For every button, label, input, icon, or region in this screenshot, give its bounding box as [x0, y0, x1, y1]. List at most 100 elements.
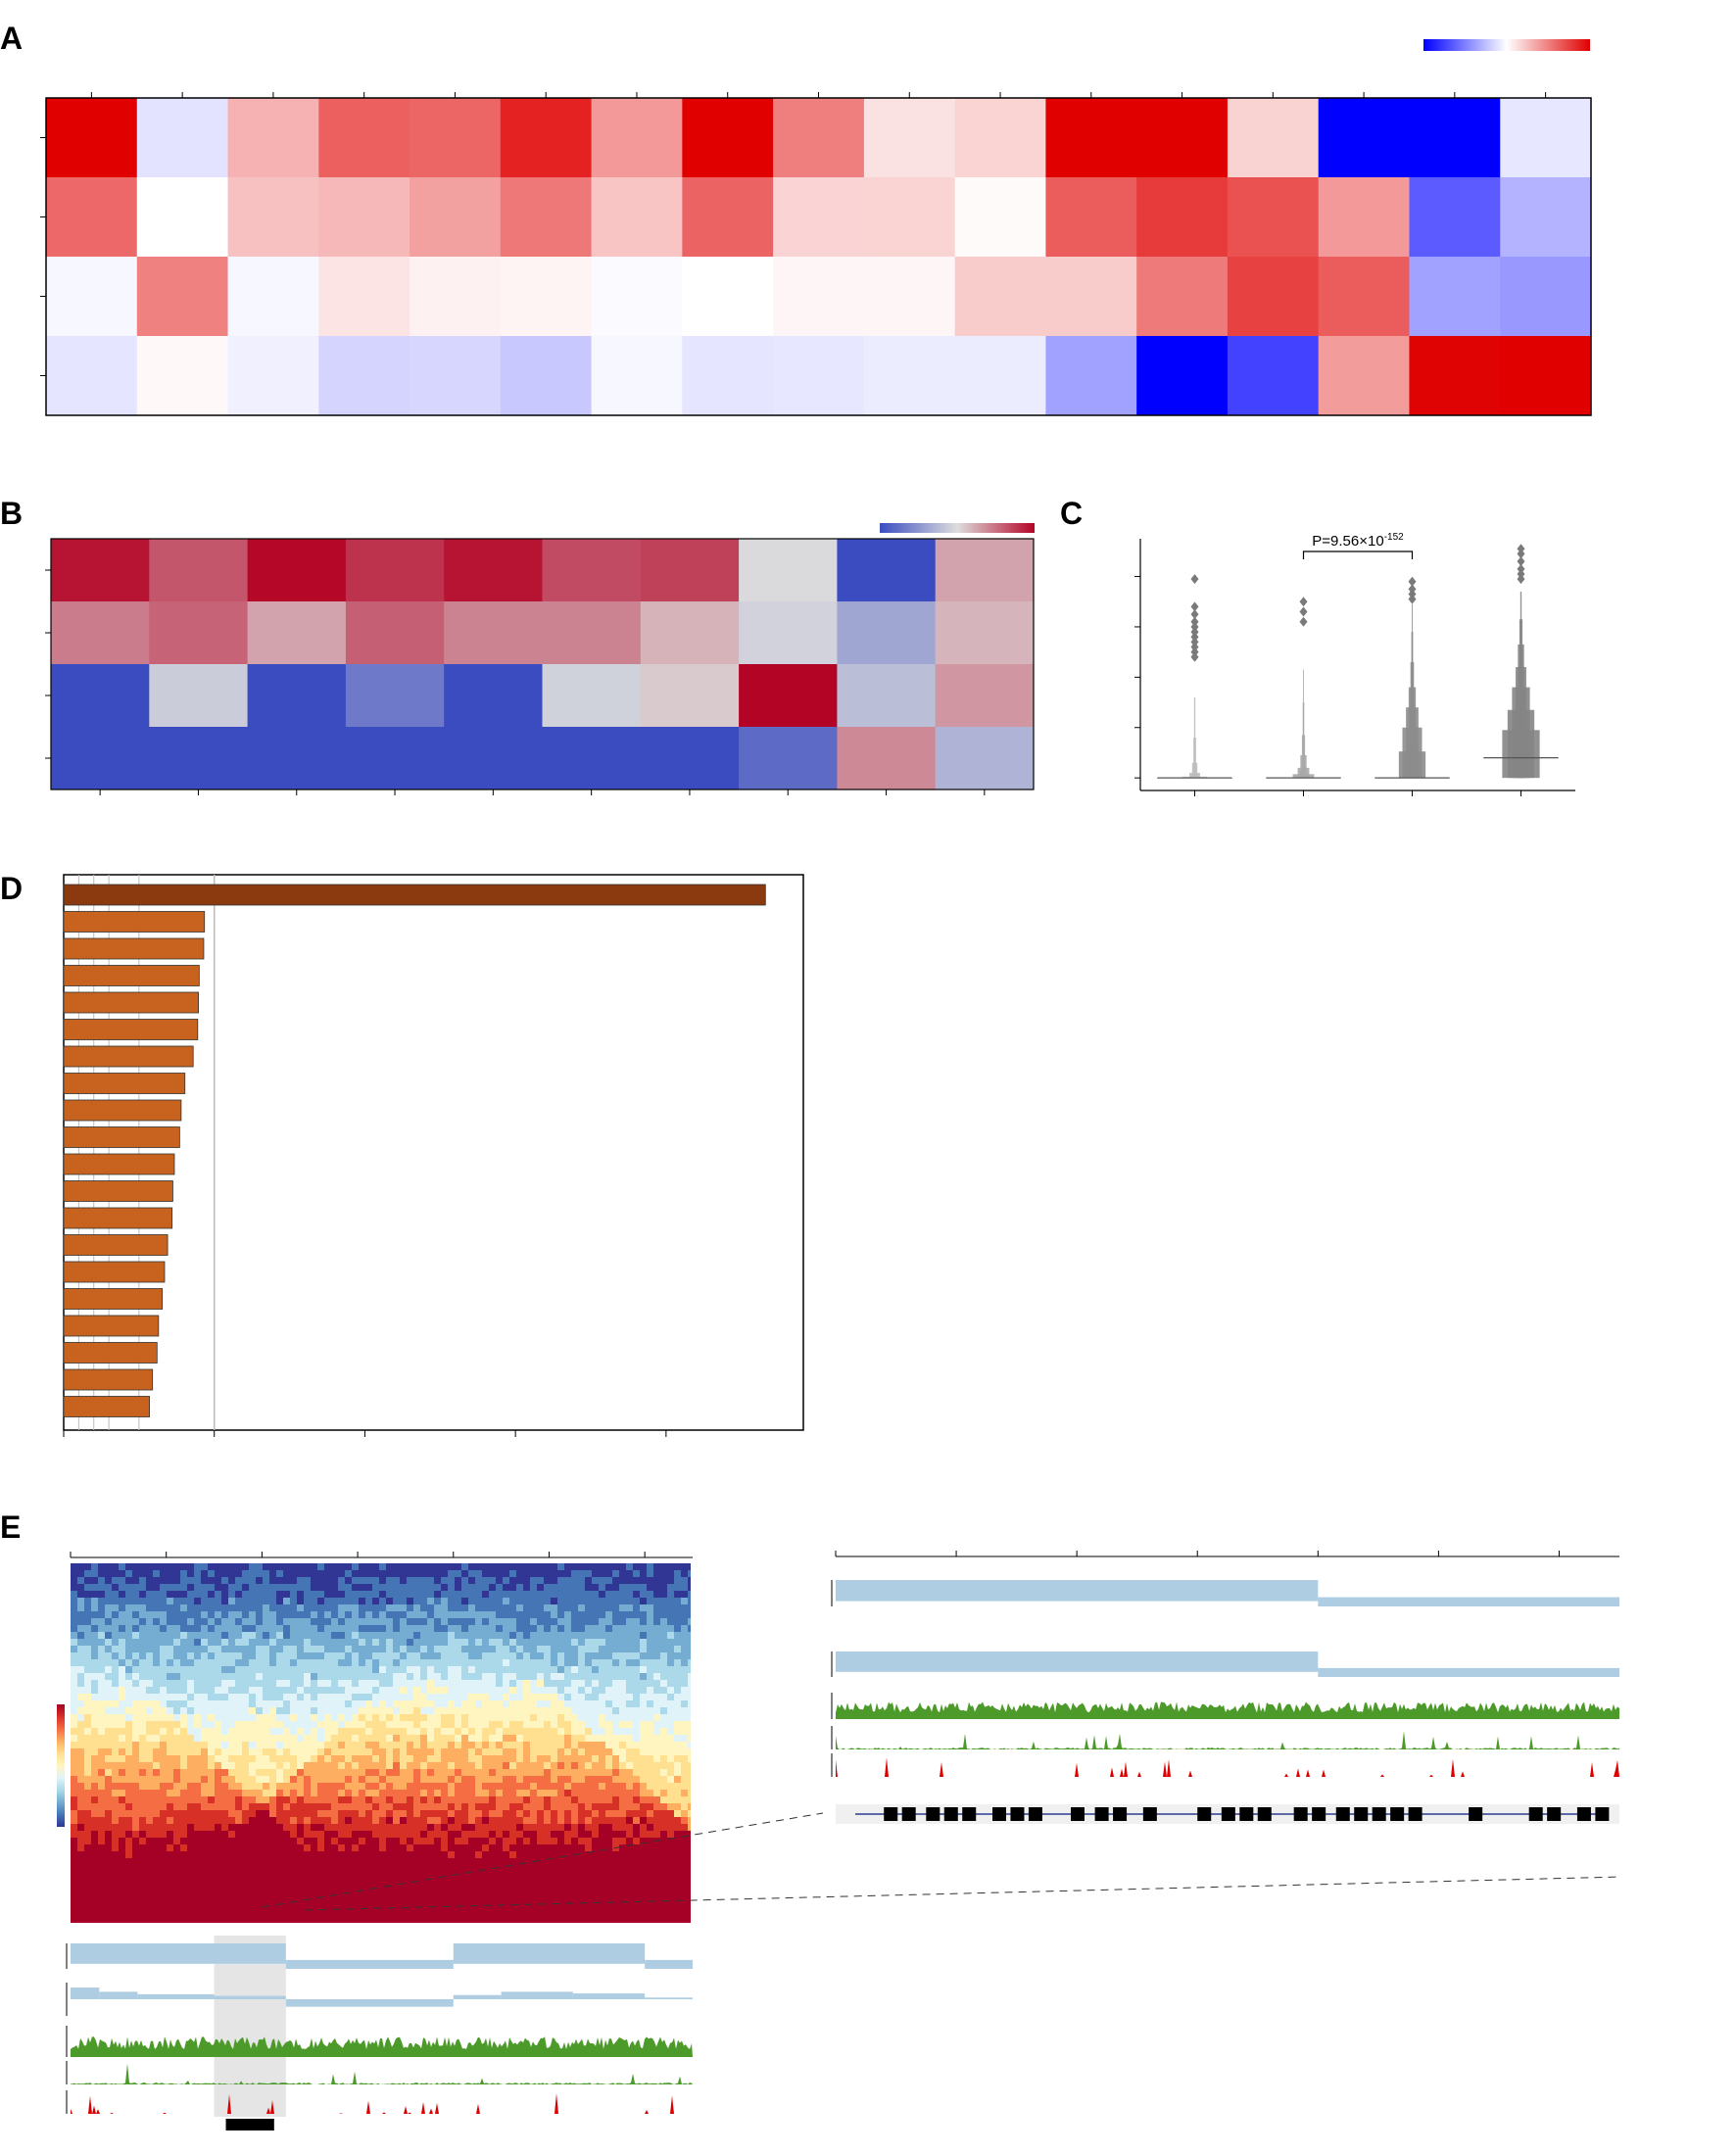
hic-cell — [297, 1577, 304, 1584]
hic-cell — [331, 1817, 338, 1824]
hic-cell — [180, 1824, 187, 1831]
hic-cell — [537, 1748, 544, 1755]
hic-cell — [537, 1824, 544, 1831]
hic-cell — [119, 1659, 125, 1666]
hic-cell — [132, 1618, 139, 1625]
hic-cell — [674, 1755, 681, 1762]
hic-cell — [160, 1570, 167, 1577]
hic-cell — [427, 1886, 434, 1892]
hic-cell — [180, 1810, 187, 1817]
hic-cell — [297, 1625, 304, 1632]
hic-cell — [475, 1625, 482, 1632]
hic-cell — [647, 1742, 653, 1748]
hic-cell — [215, 1646, 221, 1652]
hic-cell — [228, 1748, 235, 1755]
hic-cell — [461, 1584, 468, 1591]
hic-cell — [276, 1694, 283, 1700]
hic-cell — [400, 1611, 407, 1618]
hic-cell — [482, 1694, 489, 1700]
hic-cell — [71, 1598, 77, 1604]
hic-cell — [215, 1879, 221, 1886]
hic-cell — [393, 1899, 400, 1906]
hic-cell — [557, 1632, 564, 1639]
hic-cell — [304, 1646, 311, 1652]
hic-cell — [249, 1879, 256, 1886]
hic-cell — [523, 1666, 530, 1673]
hic-cell — [269, 1721, 276, 1728]
hic-cell — [557, 1817, 564, 1824]
hic-cell — [98, 1844, 105, 1851]
hic-cell — [365, 1591, 372, 1598]
hic-cell — [667, 1755, 674, 1762]
hic-cell — [619, 1721, 626, 1728]
hic-cell — [372, 1611, 379, 1618]
hic-cell — [283, 1625, 290, 1632]
hic-cell — [647, 1838, 653, 1844]
hic-cell — [605, 1803, 612, 1810]
hic-cell — [304, 1755, 311, 1762]
hic-cell — [516, 1735, 523, 1742]
outlier-point — [1517, 549, 1525, 559]
hic-cell — [516, 1680, 523, 1687]
hic-cell — [365, 1577, 372, 1584]
heatmap-cell — [739, 664, 838, 728]
hic-cell — [503, 1687, 509, 1694]
hic-cell — [393, 1851, 400, 1858]
hic-cell — [564, 1879, 571, 1886]
hic-cell — [297, 1824, 304, 1831]
hic-cell — [379, 1769, 386, 1776]
hic-cell — [228, 1803, 235, 1810]
hic-cell — [475, 1748, 482, 1755]
hic-cell — [441, 1755, 448, 1762]
hic-cell — [434, 1673, 441, 1680]
hic-cell — [516, 1728, 523, 1735]
hic-cell — [283, 1687, 290, 1694]
hic-cell — [324, 1838, 331, 1844]
hic-cell — [331, 1790, 338, 1796]
hic-cell — [612, 1598, 619, 1604]
hic-cell — [139, 1584, 146, 1591]
hic-cell — [173, 1694, 180, 1700]
hic-cell — [420, 1858, 427, 1865]
hic-cell — [276, 1742, 283, 1748]
hic-cell — [667, 1831, 674, 1838]
hic-cell — [304, 1700, 311, 1707]
hic-cell — [626, 1776, 633, 1783]
heatmap-cell — [640, 727, 740, 790]
hic-cell — [633, 1625, 640, 1632]
hic-cell — [187, 1652, 194, 1659]
hic-cell — [578, 1844, 585, 1851]
hic-cell — [132, 1570, 139, 1577]
hic-cell — [132, 1666, 139, 1673]
hic-cell — [84, 1844, 91, 1851]
hic-cell — [269, 1776, 276, 1783]
hic-cell — [290, 1899, 297, 1906]
hic-cell — [530, 1639, 537, 1646]
hic-cell — [482, 1570, 489, 1577]
hic-cell — [544, 1776, 551, 1783]
heatmap-cell — [227, 98, 319, 178]
hic-cell — [215, 1604, 221, 1611]
hic-cell — [605, 1735, 612, 1742]
hic-cell — [571, 1604, 578, 1611]
hic-cell — [160, 1831, 167, 1838]
hic-cell — [160, 1625, 167, 1632]
hic-cell — [393, 1591, 400, 1598]
hic-cell — [619, 1872, 626, 1879]
hic-cell — [427, 1831, 434, 1838]
hic-cell — [290, 1639, 297, 1646]
hic-cell — [146, 1652, 153, 1659]
hic-cell — [653, 1796, 660, 1803]
hic-cell — [71, 1899, 77, 1906]
hic-cell — [475, 1879, 482, 1886]
hic-cell — [304, 1892, 311, 1899]
hic-cell — [523, 1755, 530, 1762]
hic-cell — [688, 1570, 691, 1577]
hic-cell — [468, 1790, 475, 1796]
hic-cell — [599, 1886, 605, 1892]
hic-cell — [221, 1790, 228, 1796]
hic-cell — [461, 1707, 468, 1714]
hic-cell — [365, 1796, 372, 1803]
hic-cell — [393, 1700, 400, 1707]
hic-cell — [379, 1742, 386, 1748]
